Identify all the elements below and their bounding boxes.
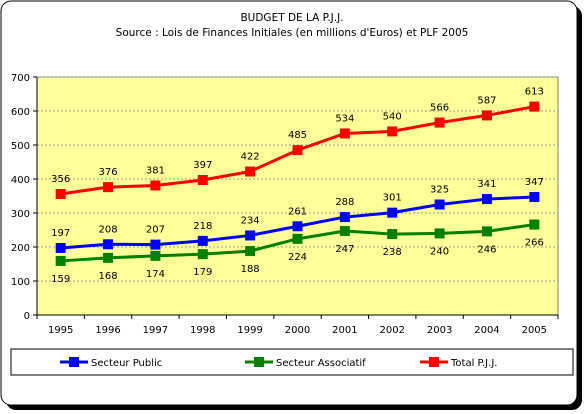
y-tick-label: 100 <box>11 277 30 288</box>
y-tick-label: 600 <box>11 107 30 118</box>
data-label: 347 <box>525 177 544 188</box>
data-point <box>245 230 256 241</box>
data-point <box>292 145 303 156</box>
data-label: 179 <box>193 267 212 278</box>
data-label: 301 <box>383 193 402 204</box>
data-label: 246 <box>477 244 496 255</box>
data-point <box>481 194 492 205</box>
data-point <box>434 117 445 128</box>
data-point <box>245 166 256 177</box>
data-label: 266 <box>525 238 544 249</box>
x-tick-label: 2000 <box>285 325 310 336</box>
legend: Secteur Public Secteur Associatif Total P.… <box>60 357 497 369</box>
data-label: 240 <box>430 246 449 257</box>
data-label: 381 <box>146 165 165 176</box>
data-point <box>339 212 350 223</box>
data-label: 218 <box>193 221 212 232</box>
data-label: 197 <box>51 228 70 239</box>
data-point <box>245 246 256 257</box>
x-tick-label: 1995 <box>48 325 73 336</box>
x-tick-label: 2002 <box>380 325 405 336</box>
chart-subtitle: Source : Lois de Finances Initiales (en … <box>116 27 469 39</box>
x-tick-label: 1999 <box>237 325 262 336</box>
data-label: 207 <box>146 225 165 236</box>
y-tick-label: 700 <box>11 73 30 84</box>
y-tick-label: 500 <box>11 141 30 152</box>
data-label: 247 <box>335 244 354 255</box>
y-tick-label: 400 <box>11 175 30 186</box>
data-label: 341 <box>477 179 496 190</box>
data-label: 234 <box>241 215 260 226</box>
data-label: 238 <box>383 247 402 258</box>
data-point <box>529 219 540 230</box>
data-label: 540 <box>383 111 402 122</box>
data-point <box>434 199 445 210</box>
data-label: 188 <box>241 264 260 275</box>
legend-marker <box>254 357 264 367</box>
data-point <box>339 226 350 237</box>
data-point <box>387 126 398 137</box>
y-tick-label: 200 <box>11 243 30 254</box>
data-point <box>103 252 114 263</box>
chart-title: BUDGET DE LA P.J.J. <box>240 12 343 24</box>
data-label: 587 <box>477 95 496 106</box>
data-point <box>103 182 114 193</box>
data-label: 422 <box>241 152 260 163</box>
data-point <box>529 101 540 112</box>
data-label: 208 <box>98 224 117 235</box>
data-point <box>339 128 350 139</box>
data-point <box>197 249 208 260</box>
data-point <box>481 110 492 121</box>
data-point <box>434 228 445 239</box>
data-label: 288 <box>335 197 354 208</box>
data-point <box>150 180 161 191</box>
data-label: 613 <box>525 87 544 98</box>
data-label: 261 <box>288 206 307 217</box>
y-tick-label: 300 <box>11 209 30 220</box>
legend-label: Secteur Associatif <box>276 358 366 369</box>
data-point <box>387 207 398 218</box>
data-point <box>55 243 66 254</box>
data-point <box>197 235 208 246</box>
data-label: 168 <box>98 271 117 282</box>
legend-label: Secteur Public <box>91 358 162 369</box>
data-point <box>481 226 492 237</box>
x-tick-label: 1996 <box>95 325 120 336</box>
x-tick-label: 2001 <box>332 325 357 336</box>
x-tick-label: 1998 <box>190 325 215 336</box>
data-label: 356 <box>51 174 70 185</box>
data-label: 159 <box>51 274 70 285</box>
data-label: 566 <box>430 103 449 114</box>
legend-box <box>10 348 574 376</box>
data-label: 174 <box>146 269 165 280</box>
legend-marker <box>69 357 79 367</box>
data-point <box>529 192 540 203</box>
y-tick-label: 0 <box>24 311 30 322</box>
data-label: 534 <box>335 113 354 124</box>
x-tick-label: 2004 <box>474 325 499 336</box>
data-label: 397 <box>193 160 212 171</box>
data-point <box>55 255 66 266</box>
data-point <box>55 188 66 199</box>
data-point <box>150 250 161 261</box>
data-point <box>387 229 398 240</box>
data-label: 485 <box>288 130 307 141</box>
data-point <box>292 233 303 244</box>
plot-area: 0 100 200 300 400 500 600 700 1995 1996 1997 1998 19… <box>11 73 559 336</box>
data-point <box>292 221 303 232</box>
legend-marker <box>429 357 439 367</box>
data-point <box>197 175 208 186</box>
data-label: 224 <box>288 252 307 263</box>
legend-label: Total P.J.J. <box>450 358 497 369</box>
x-tick-label: 2005 <box>522 325 547 336</box>
data-label: 325 <box>430 185 449 196</box>
data-label: 376 <box>98 167 117 178</box>
x-tick-label: 1997 <box>143 325 168 336</box>
data-point <box>150 239 161 250</box>
data-point <box>103 239 114 250</box>
x-tick-label: 2003 <box>427 325 452 336</box>
